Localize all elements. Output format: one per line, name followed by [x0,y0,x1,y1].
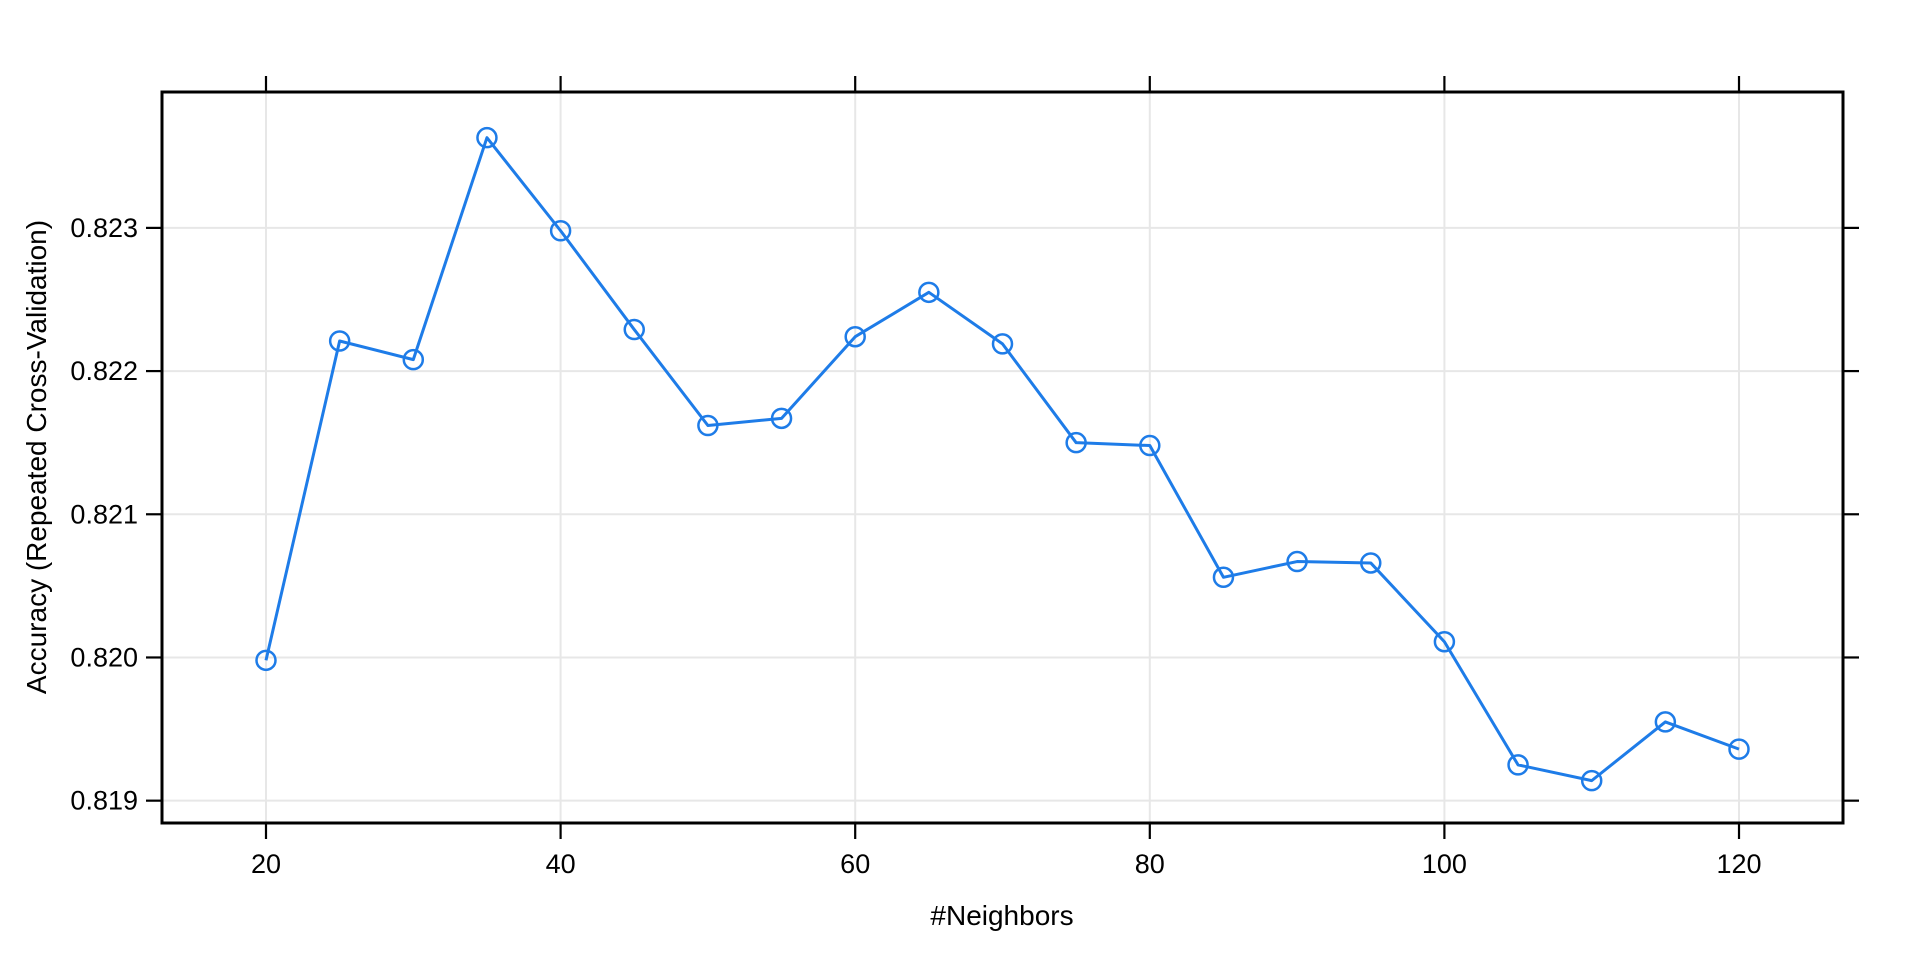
x-tick-label: 100 [1422,849,1467,879]
data-point [1212,566,1235,589]
x-tick-label: 60 [840,849,870,879]
data-point [1286,550,1308,573]
data-point [1507,754,1529,776]
x-tick-label: 80 [1135,849,1165,879]
data-point [1360,552,1382,574]
data-point [623,318,645,341]
data-point [1728,738,1750,760]
data-point [1580,769,1603,792]
plot-border [160,90,1845,825]
data-point [1139,434,1161,457]
data-point [1654,711,1677,733]
data-point [476,126,498,149]
y-axis-title: Accuracy (Repeated Cross-Validation) [21,219,52,695]
data-point [697,414,719,437]
data-point [1433,630,1456,653]
data-point [328,330,351,352]
data-point [1065,431,1087,454]
x-tick-label: 120 [1716,849,1761,879]
data-line [264,136,1740,783]
x-tick-label: 40 [546,849,576,879]
data-point [991,333,1014,355]
y-tick-label: 0.823 [70,213,138,243]
data-point [255,649,277,672]
y-tick-label: 0.819 [70,786,138,816]
data-point [918,281,940,304]
data-point [844,325,866,348]
y-tick-label: 0.822 [70,356,138,386]
x-axis-title: #Neighbors [930,900,1074,931]
y-tick-label: 0.820 [70,642,138,672]
x-tick-label: 20 [251,849,281,879]
data-point [549,220,572,242]
data-point [402,348,425,371]
data-point [770,407,793,430]
y-tick-label: 0.821 [70,499,138,529]
